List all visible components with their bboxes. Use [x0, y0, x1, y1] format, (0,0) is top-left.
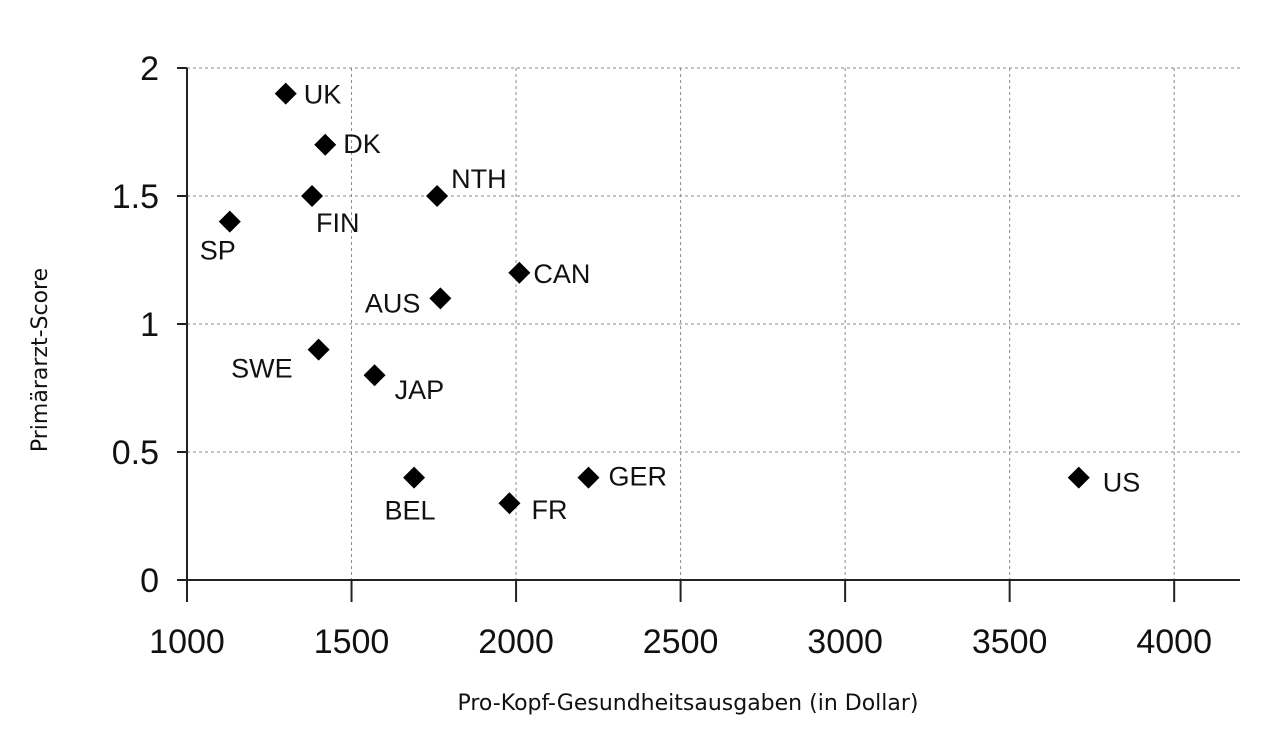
- point-label-fin: FIN: [316, 208, 360, 238]
- data-point-us: [1067, 466, 1090, 489]
- y-tick-label: 0.5: [112, 434, 159, 472]
- x-tick-label: 3000: [807, 623, 883, 661]
- point-label-aus: AUS: [365, 288, 421, 318]
- y-axis-title: Primärarzt-Score: [28, 268, 53, 452]
- data-point-can: [508, 261, 531, 284]
- x-axis-title: Pro-Kopf-Gesundheitsausgaben (in Dollar): [457, 691, 918, 716]
- y-tick-label: 1.5: [112, 178, 159, 216]
- x-tick-label: 3500: [972, 623, 1048, 661]
- point-label-uk: UK: [304, 80, 342, 110]
- tick-labels: 0 0.5 1 1.5 2 1000 1500 2000 2500 3000 3500 4000: [112, 50, 1212, 661]
- y-tick-label: 0: [140, 562, 159, 600]
- x-tick-label: 2500: [643, 623, 719, 661]
- y-tick-label: 2: [140, 50, 159, 88]
- data-point-nth: [426, 185, 449, 207]
- point-label-dk: DK: [343, 129, 381, 159]
- data-point-uk: [274, 82, 297, 105]
- point-label-can: CAN: [533, 259, 590, 289]
- data-point-aus: [429, 287, 452, 310]
- y-tick-label: 1: [140, 306, 159, 344]
- data-point-swe: [307, 338, 330, 361]
- data-point-jap: [363, 364, 386, 387]
- axes: [177, 67, 1240, 602]
- point-label-ger: GER: [608, 462, 667, 492]
- point-label-nth: NTH: [451, 164, 507, 194]
- data-point-ger: [577, 466, 600, 489]
- point-label-jap: JAP: [395, 375, 445, 405]
- data-point-dk: [314, 133, 337, 156]
- point-label-sp: SP: [200, 236, 236, 266]
- data-point-bel: [403, 466, 426, 489]
- grid: [187, 67, 1240, 580]
- point-label-us: US: [1103, 468, 1141, 498]
- data-point-sp: [218, 210, 241, 233]
- x-tick-label: 1500: [314, 623, 390, 661]
- data-point-fr: [498, 492, 521, 515]
- data-points: [218, 82, 1090, 515]
- x-tick-label: 2000: [478, 623, 554, 661]
- point-label-fr: FR: [531, 495, 567, 525]
- data-point-fin: [301, 185, 324, 207]
- point-label-swe: SWE: [231, 354, 293, 384]
- x-tick-label: 4000: [1136, 623, 1212, 661]
- x-tick-label: 1000: [149, 623, 225, 661]
- point-label-bel: BEL: [385, 496, 436, 526]
